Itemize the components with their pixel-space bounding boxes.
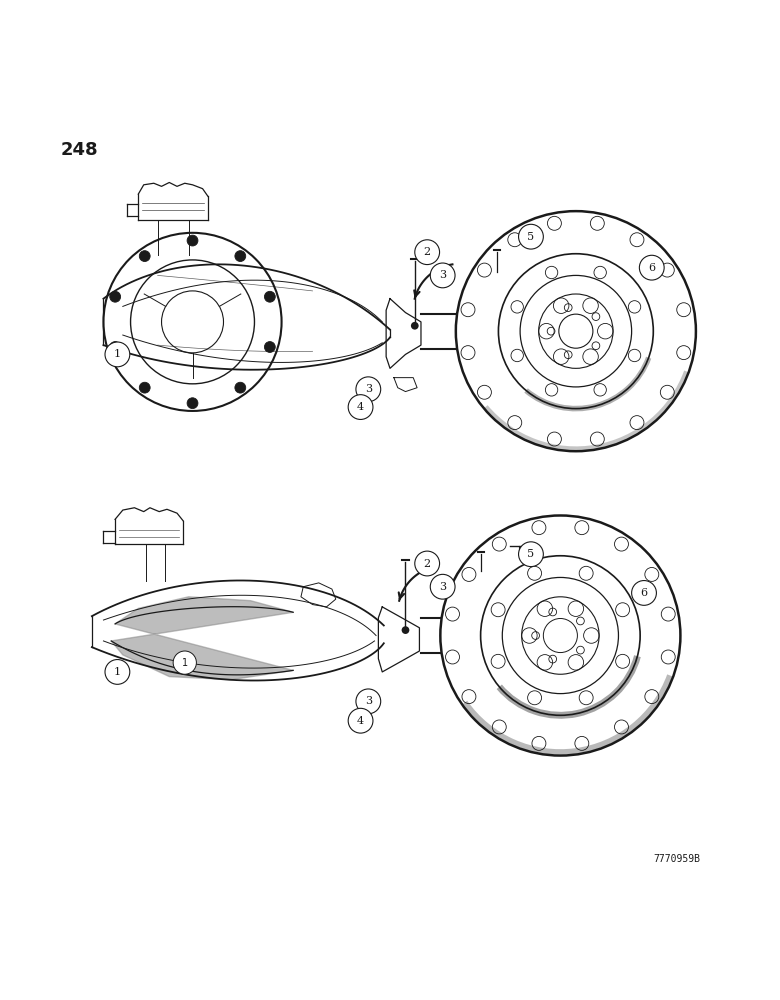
Text: 4: 4 <box>357 716 364 726</box>
Circle shape <box>402 626 410 634</box>
Circle shape <box>356 377 381 402</box>
Circle shape <box>235 382 246 393</box>
Text: 1: 1 <box>114 667 121 677</box>
Circle shape <box>173 651 197 674</box>
Circle shape <box>264 342 275 352</box>
Circle shape <box>110 291 121 302</box>
Text: 3: 3 <box>439 270 446 280</box>
Circle shape <box>235 251 246 262</box>
Circle shape <box>356 689 381 714</box>
Text: 2: 2 <box>424 559 431 569</box>
Circle shape <box>640 255 664 280</box>
Circle shape <box>140 251 150 262</box>
Circle shape <box>415 551 440 576</box>
Text: 3: 3 <box>439 582 446 592</box>
Circle shape <box>140 382 150 393</box>
Text: 5: 5 <box>527 549 534 559</box>
Circle shape <box>187 235 198 246</box>
Circle shape <box>431 263 455 288</box>
Text: 5: 5 <box>527 232 534 242</box>
Circle shape <box>264 291 275 302</box>
Circle shape <box>519 224 544 249</box>
Text: 3: 3 <box>365 696 372 706</box>
Text: 1: 1 <box>114 349 121 359</box>
Text: 6: 6 <box>640 588 647 598</box>
Text: 3: 3 <box>365 384 372 394</box>
Circle shape <box>411 322 419 330</box>
Circle shape <box>632 581 657 605</box>
Polygon shape <box>112 597 293 680</box>
Circle shape <box>348 708 373 733</box>
Circle shape <box>105 660 129 684</box>
Circle shape <box>431 574 455 599</box>
Text: 4: 4 <box>357 402 364 412</box>
Text: 1: 1 <box>182 658 188 668</box>
Circle shape <box>187 398 198 409</box>
Circle shape <box>415 240 440 265</box>
Circle shape <box>348 395 373 419</box>
Text: 6: 6 <box>648 263 655 273</box>
Circle shape <box>105 342 129 367</box>
Circle shape <box>519 542 544 567</box>
Text: 7770959B: 7770959B <box>653 854 700 864</box>
Text: 2: 2 <box>424 247 431 257</box>
Circle shape <box>110 342 121 352</box>
Text: 248: 248 <box>61 141 98 159</box>
